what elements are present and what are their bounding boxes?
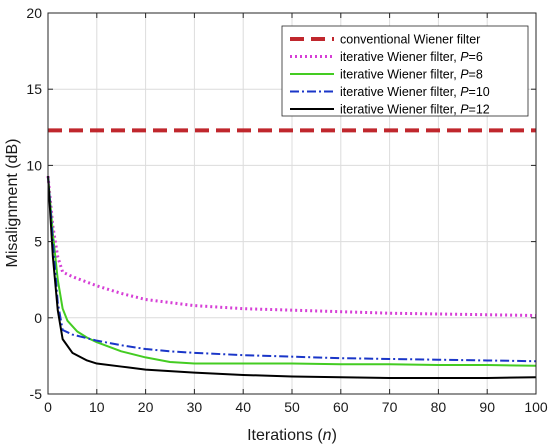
legend-entry-4: iterative Wiener filter, P=12 xyxy=(340,103,490,117)
x-axis-title: Iterations (n) xyxy=(247,427,337,444)
x-axis-title-prefix: Iterations ( xyxy=(247,427,323,444)
y-tick-label: -5 xyxy=(30,386,43,402)
legend-entry-0: conventional Wiener filter xyxy=(340,33,480,47)
legend-entry-1: iterative Wiener filter, P=6 xyxy=(340,50,483,64)
x-tick-label: 50 xyxy=(284,399,300,415)
legend-entry-param: P xyxy=(460,68,469,82)
y-tick-label: 15 xyxy=(26,81,42,97)
y-tick-label: 0 xyxy=(34,310,42,326)
x-tick-label: 60 xyxy=(333,399,349,415)
legend-entry-name: conventional Wiener filter xyxy=(340,33,480,47)
x-tick-label: 90 xyxy=(479,399,495,415)
x-tick-label: 10 xyxy=(89,399,105,415)
legend: conventional Wiener filter iterative Wien… xyxy=(281,25,529,117)
x-axis-title-var: n xyxy=(323,427,332,444)
x-tick-label: 80 xyxy=(431,399,447,415)
legend-entry-param-value: =12 xyxy=(469,103,490,117)
y-tick-label: 10 xyxy=(26,157,42,173)
legend-entry-param-value: =10 xyxy=(469,85,490,99)
legend-entry-param: P xyxy=(460,85,469,99)
legend-entry-param-value: =6 xyxy=(469,50,483,64)
y-tick-label: 20 xyxy=(26,5,42,21)
series-line-3 xyxy=(47,175,537,363)
x-tick-label: 70 xyxy=(382,399,398,415)
legend-entry-param: P xyxy=(460,103,469,117)
legend-entry-2: iterative Wiener filter, P=8 xyxy=(340,68,483,82)
legend-entry-name: iterative Wiener filter, xyxy=(340,85,460,99)
y-tick-label: 5 xyxy=(34,234,42,250)
series-line-2 xyxy=(47,175,537,367)
legend-entry-name: iterative Wiener filter, xyxy=(340,68,460,82)
series-line-4 xyxy=(47,176,537,379)
series-line-1 xyxy=(46,175,537,318)
x-tick-label: 0 xyxy=(44,399,52,415)
x-tick-label: 30 xyxy=(187,399,203,415)
series-lines xyxy=(46,128,537,379)
legend-entry-name: iterative Wiener filter, xyxy=(340,103,460,117)
x-tick-label: 40 xyxy=(235,399,251,415)
legend-entry-name: iterative Wiener filter, xyxy=(340,50,460,64)
y-axis-title: Misalignment (dB) xyxy=(4,139,21,268)
legend-entry-3: iterative Wiener filter, P=10 xyxy=(340,85,490,99)
x-tick-label: 20 xyxy=(138,399,154,415)
x-tick-label: 100 xyxy=(524,399,548,415)
x-axis-title-suffix: ) xyxy=(332,427,337,444)
axis-ticks xyxy=(47,12,537,395)
legend-entry-param: P xyxy=(460,50,469,64)
legend-entry-param-value: =8 xyxy=(469,68,483,82)
